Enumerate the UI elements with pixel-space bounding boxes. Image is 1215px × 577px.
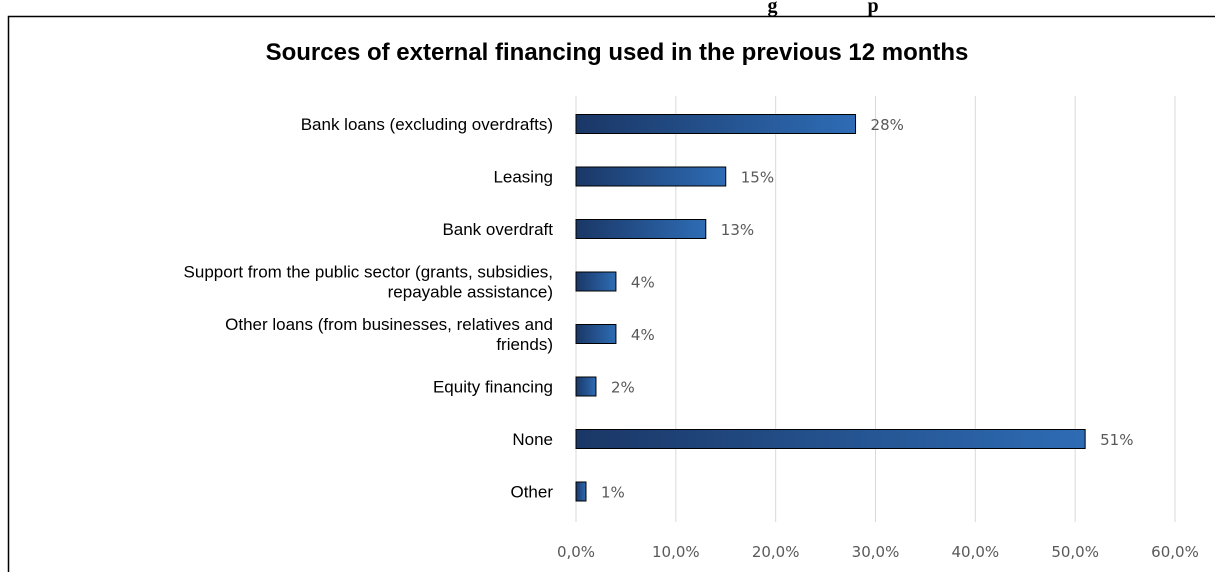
bar <box>576 325 616 344</box>
category-label-line: friends) <box>496 335 553 354</box>
x-tick-label: 10,0% <box>652 543 700 561</box>
x-tick-label: 60,0% <box>1151 543 1199 561</box>
bar <box>576 430 1085 449</box>
x-tick-label: 30,0% <box>852 543 900 561</box>
bars <box>576 115 1085 502</box>
x-tick-label: 40,0% <box>952 543 1000 561</box>
x-axis-tick-labels: 0,0% 10,0% 20,0% 30,0% 40,0% 50,0% 60,0% <box>557 543 1199 561</box>
bar <box>576 272 616 291</box>
bar <box>576 167 726 186</box>
category-label: Leasing <box>493 168 553 187</box>
category-label: Other loans (from businesses, relatives … <box>225 315 553 354</box>
category-label-line: Equity financing <box>433 378 553 397</box>
x-tick-label: 0,0% <box>557 543 595 561</box>
category-label-line: None <box>512 430 553 449</box>
category-label-line: Support from the public sector (grants, … <box>184 263 553 282</box>
category-label: Bank loans (excluding overdrafts) <box>301 115 553 134</box>
x-tick-label: 50,0% <box>1051 543 1099 561</box>
data-label: 15% <box>741 169 774 187</box>
category-label: None <box>512 430 553 449</box>
category-label-line: Other <box>510 483 553 502</box>
x-tick-label: 20,0% <box>752 543 800 561</box>
data-label: 2% <box>611 379 635 397</box>
category-label-line: Bank overdraft <box>442 220 553 239</box>
data-label: 4% <box>631 274 655 292</box>
category-label: Bank overdraft <box>442 220 553 239</box>
category-label-line: Other loans (from businesses, relatives … <box>225 315 553 334</box>
gridlines <box>576 96 1175 522</box>
category-label-line: Bank loans (excluding overdrafts) <box>301 115 553 134</box>
category-label: Equity financing <box>433 378 553 397</box>
data-label: 1% <box>601 484 625 502</box>
cut-off-header-text: g p <box>767 0 878 17</box>
category-label-line: repayable assistance) <box>388 283 553 302</box>
data-label: 13% <box>721 221 754 239</box>
data-label: 51% <box>1100 431 1133 449</box>
bar <box>576 115 856 134</box>
category-label: Other <box>510 483 553 502</box>
category-label: Support from the public sector (grants, … <box>184 263 553 302</box>
bar <box>576 377 596 396</box>
category-labels: Bank loans (excluding overdrafts) Leasing… <box>184 115 554 502</box>
data-label: 28% <box>871 116 904 134</box>
data-label: 4% <box>631 326 655 344</box>
chart-title: Sources of external financing used in th… <box>266 39 969 66</box>
bar <box>576 482 586 501</box>
bar <box>576 220 706 239</box>
category-label-line: Leasing <box>493 168 553 187</box>
